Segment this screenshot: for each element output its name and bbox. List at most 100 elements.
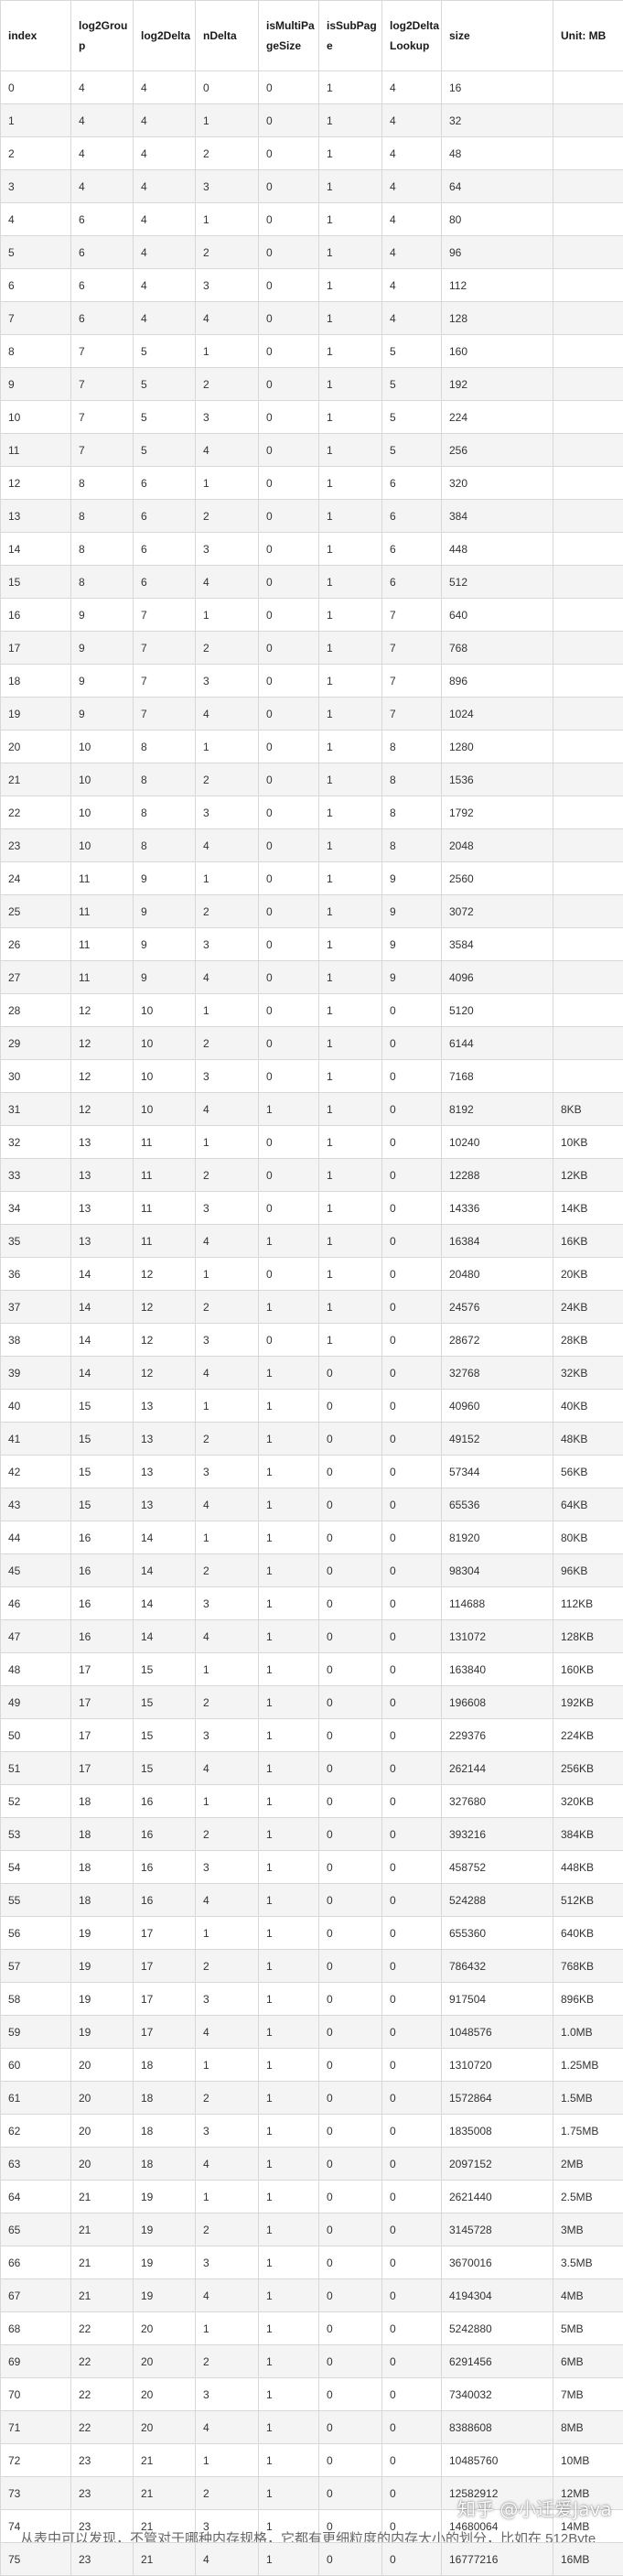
table-cell: 98304 [442,1554,553,1587]
table-cell: 0 [382,2213,442,2246]
table-cell: 64 [1,2181,71,2213]
table-cell [553,104,623,137]
table-cell [553,829,623,862]
table-cell: 0 [382,1719,442,1752]
table-cell: 3 [196,401,259,434]
table-cell: 18 [71,1884,134,1917]
table-cell: 2.5MB [553,2181,623,2213]
table-cell: 1 [259,1390,319,1423]
table-cell [553,203,623,236]
table-cell: 14 [71,1291,134,1324]
table-cell: 4 [196,2016,259,2049]
table-cell: 2 [196,1027,259,1060]
table-cell: 27 [1,961,71,994]
table-cell: 0 [382,1686,442,1719]
table-cell: 0 [259,203,319,236]
table-cell: 128KB [553,1620,623,1653]
table-cell: 0 [259,961,319,994]
table-cell: 14 [134,1521,196,1554]
table-cell: 3 [196,1192,259,1225]
table-cell: 4 [71,104,134,137]
table-cell: 70 [1,2378,71,2411]
table-cell: 2 [196,1818,259,1851]
table-cell: 0 [259,599,319,632]
table-cell: 10KB [553,1126,623,1159]
table-cell: 1 [259,2312,319,2345]
table-cell: 1 [319,796,382,829]
table-cell: 0 [259,1027,319,1060]
table-cell: 10 [134,1060,196,1093]
table-cell: 1 [259,2345,319,2378]
table-cell: 0 [259,71,319,104]
table-cell: 1 [259,2049,319,2082]
table-cell: 224KB [553,1719,623,1752]
table-cell: 0 [259,104,319,137]
table-cell: 2 [1,137,71,170]
table-cell: 4 [134,236,196,269]
table-cell: 8 [382,731,442,763]
table-cell: 0 [382,1390,442,1423]
table-cell: 40960 [442,1390,553,1423]
table-cell: 896KB [553,1983,623,2016]
table-cell: 0 [382,2543,442,2576]
table-cell: 9 [71,632,134,665]
table-cell: 11 [134,1159,196,1192]
table-cell: 0 [382,1192,442,1225]
table-cell: 56KB [553,1456,623,1488]
table-cell: 1 [319,632,382,665]
table-cell: 9 [71,599,134,632]
table-cell: 1 [259,1818,319,1851]
table-cell: 1 [196,1521,259,1554]
table-cell: 1 [319,1060,382,1093]
table-cell: 44 [1,1521,71,1554]
table-cell: 26 [1,928,71,961]
table-cell: 4 [71,71,134,104]
table-cell: 0 [382,1884,442,1917]
table-cell: 0 [319,1587,382,1620]
table-cell: 1 [259,2148,319,2181]
table-cell [553,961,623,994]
table-cell: 1 [259,2213,319,2246]
table-cell: 2 [196,1554,259,1587]
table-cell: 9 [1,368,71,401]
table-cell: 18 [134,2148,196,2181]
table-cell: 1 [196,1258,259,1291]
table-cell: 20 [71,2049,134,2082]
table-cell: 12 [134,1357,196,1390]
table-cell: 16 [134,1818,196,1851]
table-cell: 1 [259,2411,319,2444]
table-cell: 7 [71,368,134,401]
table-cell: 57344 [442,1456,553,1488]
table-cell: 4MB [553,2279,623,2312]
table-cell: 0 [319,1390,382,1423]
table-cell: 13 [134,1390,196,1423]
table-cell: 1 [259,1093,319,1126]
table-cell: 24KB [553,1291,623,1324]
table-cell: 2 [196,137,259,170]
table-cell: 0 [319,2411,382,2444]
table-cell: 0 [319,2543,382,2576]
table-cell: 10 [71,731,134,763]
table-cell: 163840 [442,1653,553,1686]
table-cell: 10485760 [442,2444,553,2477]
table-cell: 7 [71,335,134,368]
table-cell: 12 [1,467,71,500]
table-cell: 131072 [442,1620,553,1653]
table-cell: 1 [259,1752,319,1785]
table-cell: 2048 [442,829,553,862]
table-cell: 1 [196,203,259,236]
table-cell: 0 [382,1027,442,1060]
table-cell: 0 [259,566,319,599]
